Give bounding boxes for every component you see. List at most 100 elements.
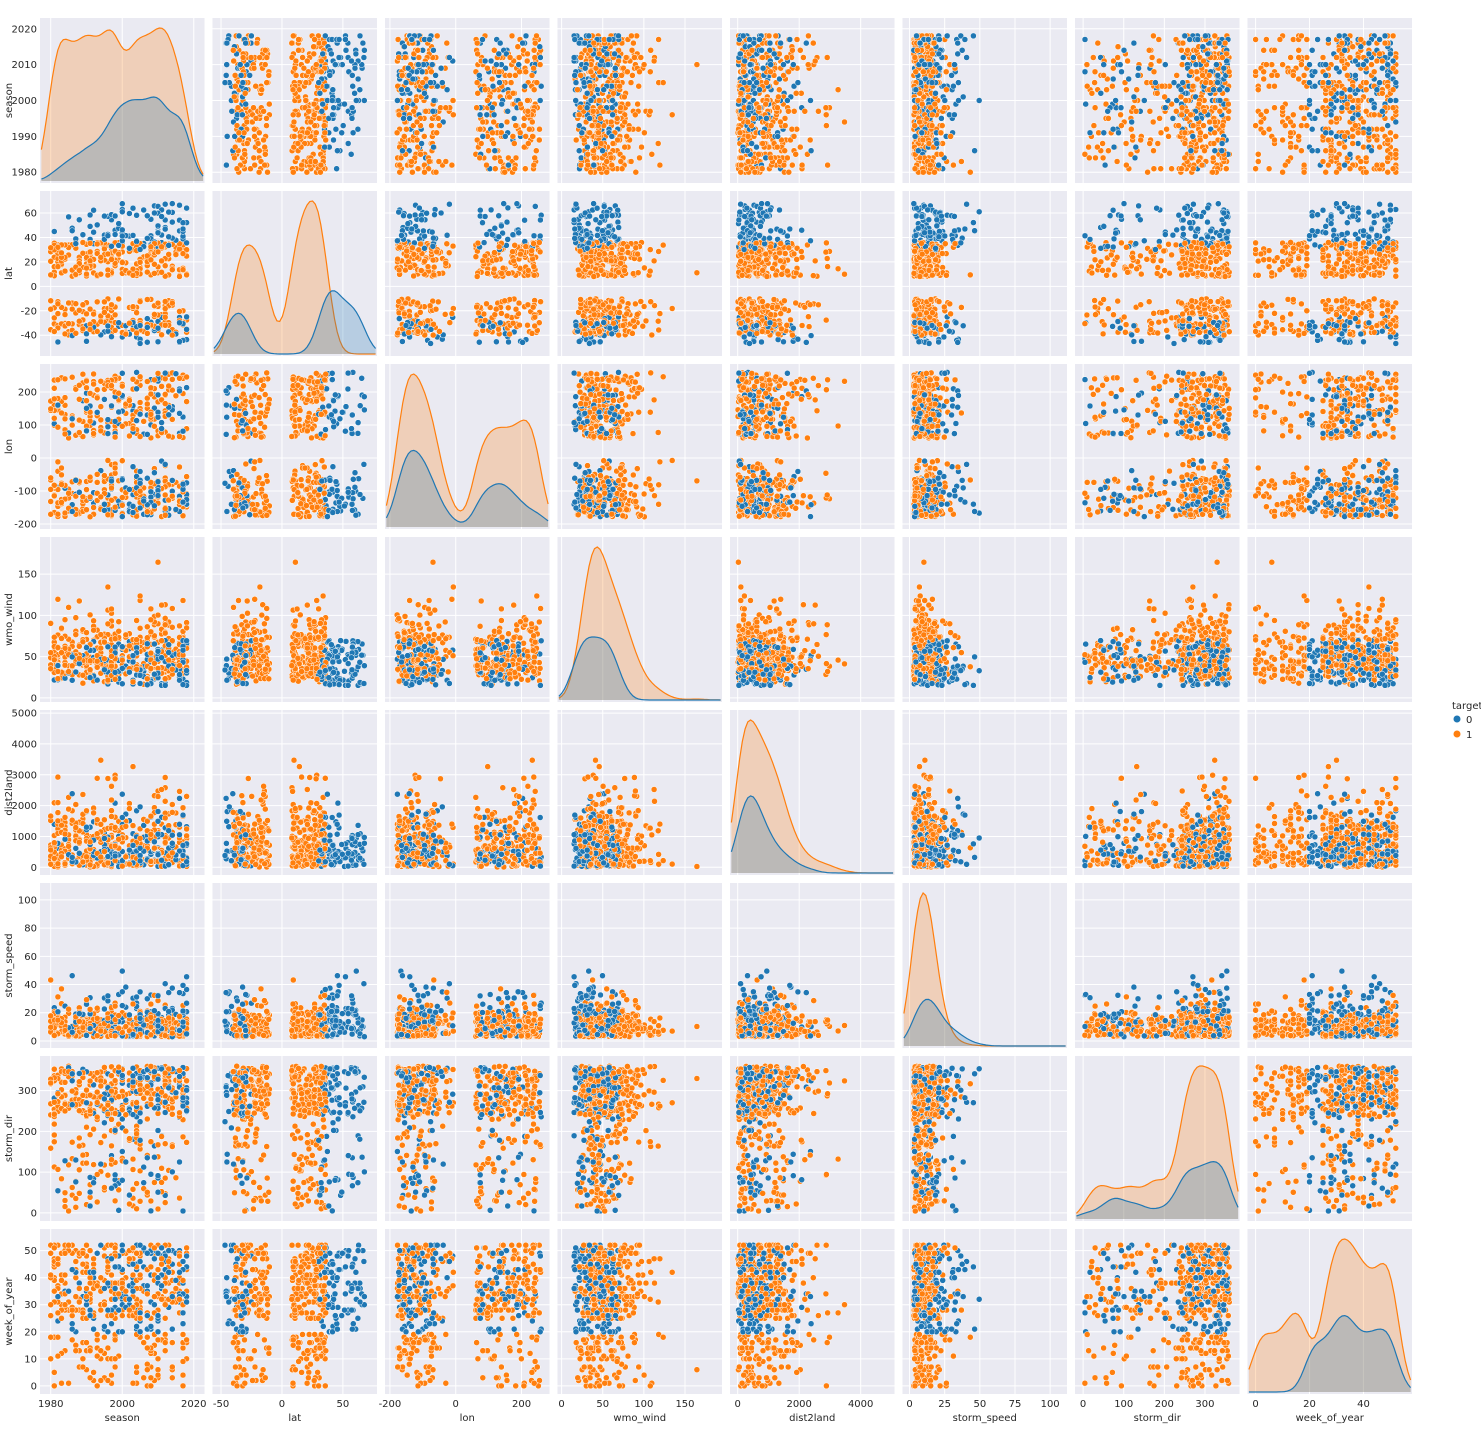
point-class-1 — [1151, 69, 1157, 75]
point-class-0 — [331, 105, 337, 111]
point-class-0 — [431, 98, 437, 104]
point-class-0 — [605, 62, 611, 68]
point-class-0 — [236, 33, 242, 39]
point-class-1 — [137, 259, 143, 265]
point-class-1 — [636, 83, 642, 89]
point-class-0 — [919, 130, 925, 136]
point-class-0 — [1131, 94, 1137, 100]
point-class-1 — [1277, 37, 1283, 43]
point-class-1 — [823, 112, 829, 118]
point-class-1 — [159, 332, 165, 338]
point-class-0 — [951, 112, 957, 118]
point-class-1 — [429, 123, 435, 129]
point-class-1 — [598, 141, 604, 147]
point-class-1 — [531, 162, 537, 168]
point-class-1 — [1176, 123, 1182, 129]
point-class-0 — [610, 112, 616, 118]
point-class-1 — [587, 130, 593, 136]
point-class-0 — [481, 240, 487, 246]
point-class-1 — [119, 260, 125, 266]
point-class-1 — [266, 101, 272, 107]
point-class-1 — [1288, 130, 1294, 136]
point-class-1 — [510, 249, 516, 255]
point-class-0 — [489, 232, 495, 238]
point-class-1 — [914, 47, 920, 53]
point-class-1 — [738, 169, 744, 175]
point-class-1 — [312, 159, 318, 165]
point-class-0 — [430, 235, 436, 241]
point-class-1 — [1164, 126, 1170, 132]
point-class-1 — [812, 58, 818, 64]
point-class-1 — [1138, 137, 1144, 143]
point-class-1 — [313, 62, 319, 68]
point-class-1 — [251, 126, 257, 132]
point-class-1 — [912, 105, 918, 111]
point-class-1 — [657, 162, 663, 168]
point-class-1 — [59, 250, 65, 256]
point-class-0 — [223, 72, 229, 78]
point-class-1 — [251, 105, 257, 111]
point-class-0 — [613, 72, 619, 78]
point-class-1 — [436, 159, 442, 165]
point-class-1 — [775, 105, 781, 111]
point-class-1 — [159, 269, 165, 275]
point-class-0 — [349, 58, 355, 64]
point-class-1 — [1342, 65, 1348, 71]
point-class-0 — [576, 148, 582, 154]
point-class-0 — [747, 80, 753, 86]
point-class-0 — [180, 226, 186, 232]
point-class-1 — [51, 329, 57, 335]
point-class-0 — [328, 51, 334, 57]
point-class-0 — [1193, 62, 1199, 68]
point-class-1 — [1393, 133, 1399, 139]
point-class-1 — [649, 151, 655, 157]
point-class-1 — [738, 162, 744, 168]
point-class-0 — [333, 126, 339, 132]
point-class-1 — [304, 130, 310, 136]
point-class-0 — [422, 90, 428, 96]
point-class-0 — [399, 87, 405, 93]
point-class-0 — [934, 141, 940, 147]
point-class-0 — [1309, 47, 1315, 53]
point-class-0 — [497, 80, 503, 86]
point-class-0 — [1358, 44, 1364, 50]
point-class-1 — [169, 332, 175, 338]
point-class-0 — [490, 83, 496, 89]
point-class-0 — [322, 33, 328, 39]
point-class-0 — [477, 112, 483, 118]
point-class-0 — [599, 58, 605, 64]
point-class-0 — [229, 108, 235, 114]
point-class-1 — [411, 273, 417, 279]
point-class-0 — [116, 320, 122, 326]
point-class-0 — [1323, 72, 1329, 78]
point-class-1 — [317, 169, 323, 175]
point-class-1 — [1298, 148, 1304, 154]
point-class-1 — [482, 317, 488, 323]
point-class-1 — [1115, 44, 1121, 50]
point-class-0 — [76, 217, 82, 223]
point-class-1 — [622, 144, 628, 150]
point-class-1 — [84, 311, 90, 317]
point-class-1 — [531, 272, 537, 278]
point-class-0 — [763, 115, 769, 121]
point-class-1 — [1202, 148, 1208, 154]
point-class-1 — [109, 302, 115, 308]
point-class-1 — [184, 272, 190, 278]
point-class-1 — [1134, 87, 1140, 93]
point-class-1 — [638, 55, 644, 61]
point-class-1 — [1339, 58, 1345, 64]
point-class-1 — [1320, 80, 1326, 86]
point-class-0 — [331, 137, 337, 143]
point-class-1 — [137, 299, 143, 305]
point-class-0 — [119, 209, 125, 215]
point-class-1 — [162, 299, 168, 305]
point-class-1 — [1266, 126, 1272, 132]
point-class-0 — [767, 40, 773, 46]
point-class-0 — [405, 221, 411, 227]
point-class-1 — [511, 141, 517, 147]
point-class-1 — [62, 312, 68, 318]
point-class-1 — [434, 130, 440, 136]
point-class-1 — [1158, 130, 1164, 136]
point-class-1 — [629, 47, 635, 53]
point-class-1 — [1296, 133, 1302, 139]
